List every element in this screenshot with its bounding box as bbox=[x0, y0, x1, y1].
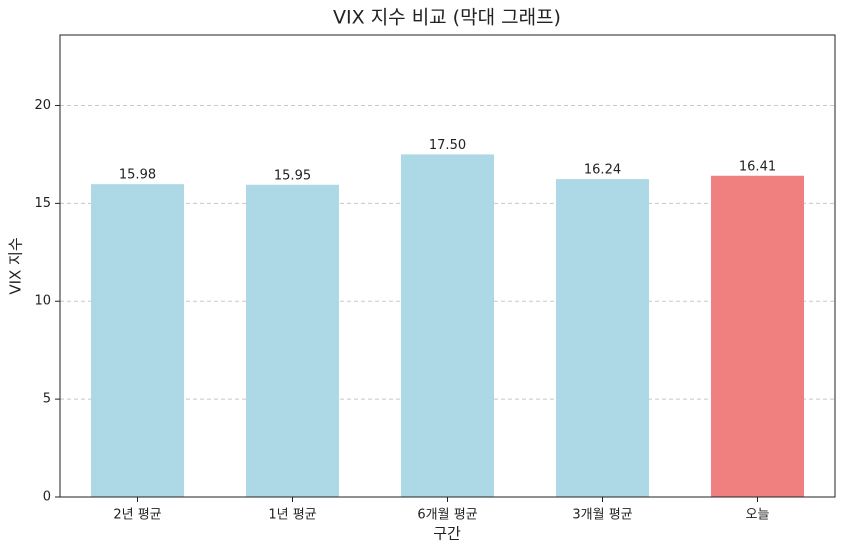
value-label: 15.95 bbox=[274, 168, 311, 183]
y-tick-label: 5 bbox=[43, 392, 51, 407]
x-axis-label: 구간 bbox=[433, 525, 461, 543]
y-tick-label: 15 bbox=[34, 196, 51, 211]
x-tick-label: 2년 평균 bbox=[113, 508, 161, 523]
bar bbox=[401, 154, 494, 497]
bar bbox=[246, 184, 339, 497]
y-tick-label: 20 bbox=[34, 98, 51, 113]
value-label: 16.41 bbox=[739, 159, 776, 174]
bar bbox=[711, 175, 804, 497]
plot-frame bbox=[59, 34, 836, 498]
y-tick-label: 10 bbox=[34, 294, 51, 309]
x-tick-label: 6개월 평균 bbox=[417, 508, 477, 523]
bar bbox=[91, 184, 184, 497]
value-label: 16.24 bbox=[584, 163, 621, 178]
x-tick-label: 3개월 평균 bbox=[572, 508, 632, 523]
value-label: 15.98 bbox=[119, 168, 156, 183]
x-tick-label: 오늘 bbox=[746, 508, 770, 523]
y-tick-label: 0 bbox=[43, 490, 51, 505]
y-axis-label: VIX 지수 bbox=[7, 237, 25, 294]
value-label: 17.50 bbox=[429, 138, 466, 153]
x-tick-label: 1년 평균 bbox=[268, 508, 316, 523]
chart-title: VIX 지수 비교 (막대 그래프) bbox=[333, 7, 561, 29]
bar bbox=[556, 179, 649, 497]
